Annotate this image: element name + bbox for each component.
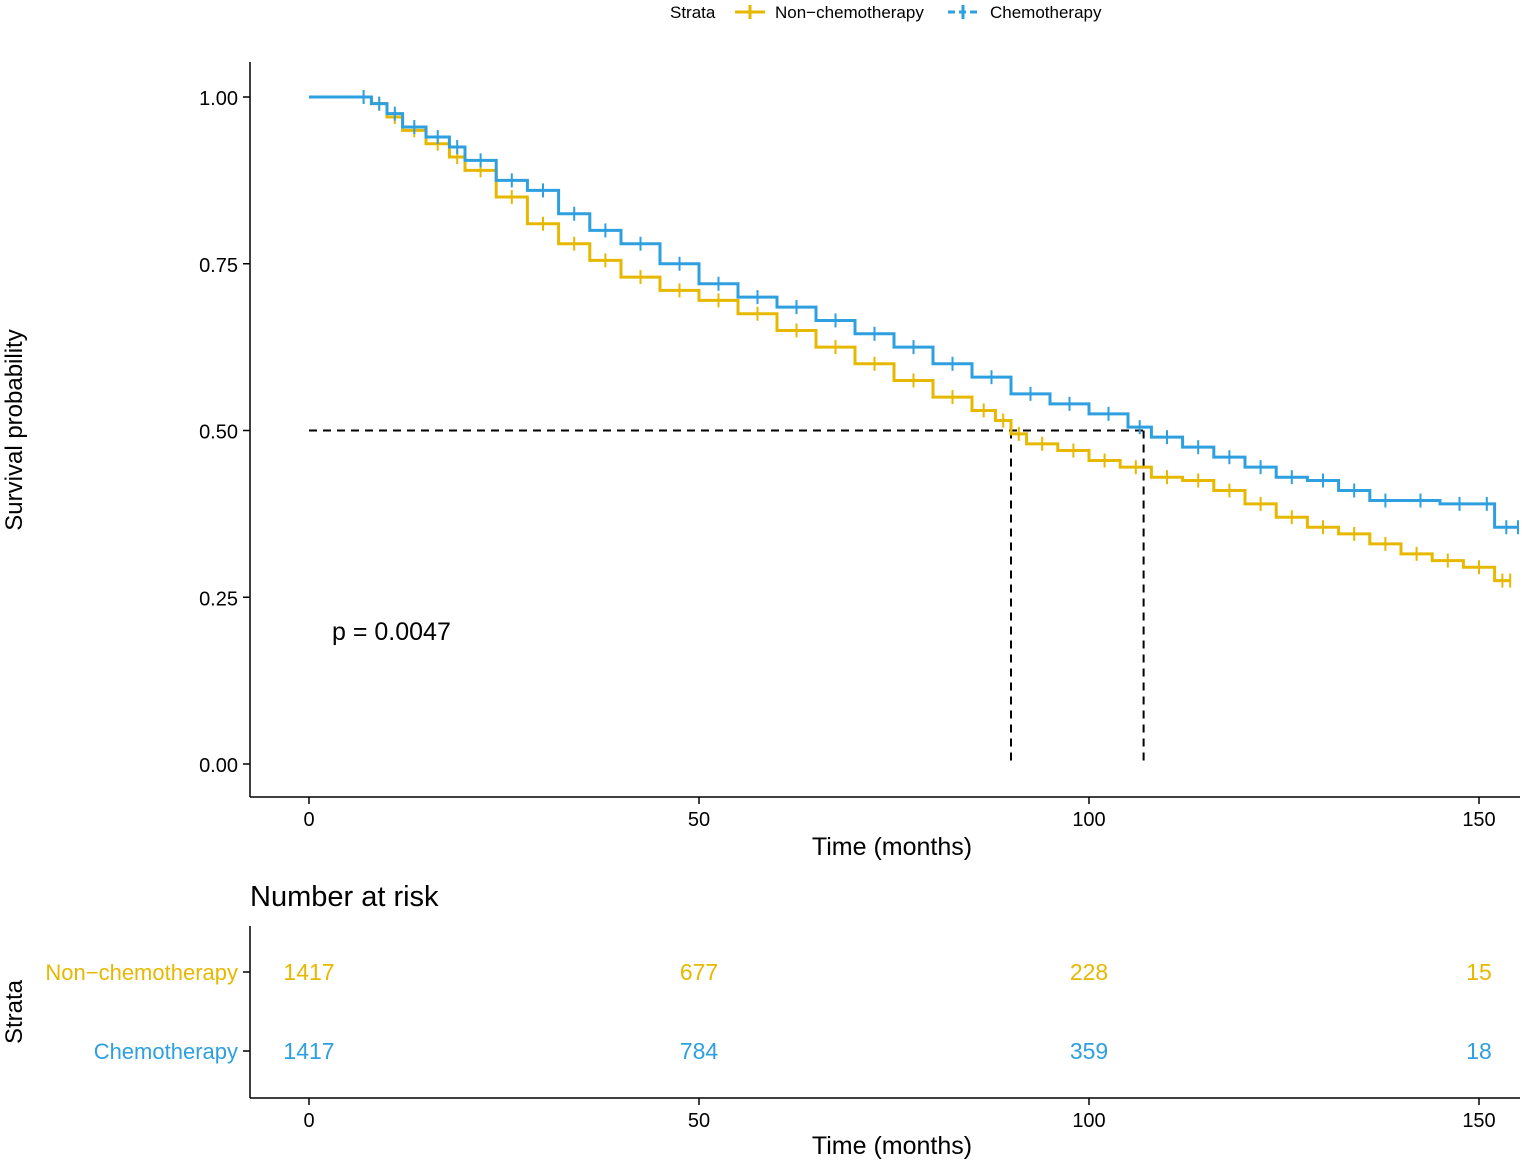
risk-y-axis-label: Strata	[1, 979, 28, 1044]
median-reference-lines	[309, 429, 1145, 764]
risk-count: 677	[680, 959, 718, 985]
legend-key-chemotherapy	[948, 5, 978, 19]
x-tick-label: 50	[688, 1110, 710, 1132]
km-y-tick-label: 0.50	[199, 422, 238, 444]
risk-count: 784	[680, 1038, 719, 1064]
risk-axes	[249, 926, 1520, 1099]
risk-table-rows: Non−chemotherapy 1417 677 228 15 Chemotherapy…	[45, 959, 1491, 1064]
x-tick-label: 0	[303, 1110, 314, 1132]
risk-count: 228	[1070, 959, 1108, 985]
km-x-ticks: 0 50 100 150	[303, 797, 1496, 831]
x-tick-label: 100	[1072, 809, 1105, 831]
x-tick-label: 150	[1462, 1110, 1495, 1132]
risk-count: 359	[1070, 1038, 1108, 1064]
risk-count: 15	[1466, 959, 1492, 985]
risk-count: 1417	[283, 1038, 334, 1064]
risk-table-title: Number at risk	[250, 881, 439, 913]
km-curves	[309, 90, 1519, 588]
p-value-annotation: p = 0.0047	[332, 618, 451, 646]
legend-title: Strata	[670, 3, 716, 22]
km-y-tick-label: 0.25	[199, 588, 238, 610]
legend: Strata Non−chemotherapy Chemotherapy	[670, 3, 1102, 22]
km-x-axis-label: Time (months)	[812, 833, 972, 861]
risk-count: 1417	[283, 959, 334, 985]
chemotherapy-curve	[309, 95, 1518, 529]
risk-row-label: Chemotherapy	[94, 1039, 238, 1064]
x-tick-label: 100	[1072, 1110, 1105, 1132]
km-y-tick-label: 1.00	[199, 88, 238, 110]
legend-label-chemotherapy: Chemotherapy	[990, 3, 1102, 22]
legend-label-non-chemotherapy: Non−chemotherapy	[775, 3, 924, 22]
km-y-ticks: 0.00 0.25 0.50 0.75 1.00	[199, 88, 250, 777]
km-axes	[249, 62, 1520, 798]
x-tick-label: 0	[303, 809, 314, 831]
legend-key-non-chemotherapy	[735, 5, 765, 19]
risk-x-ticks: 0 50 100 150	[303, 1098, 1496, 1132]
risk-x-axis-label: Time (months)	[812, 1132, 972, 1160]
risk-count: 18	[1466, 1038, 1492, 1064]
x-tick-label: 150	[1462, 809, 1495, 831]
km-y-tick-label: 0.00	[199, 755, 238, 777]
km-y-tick-label: 0.75	[199, 255, 238, 277]
non-chemotherapy-curve	[309, 95, 1511, 583]
km-y-axis-label: Survival probability	[1, 329, 28, 530]
risk-row-label: Non−chemotherapy	[45, 960, 238, 985]
x-tick-label: 50	[688, 809, 710, 831]
